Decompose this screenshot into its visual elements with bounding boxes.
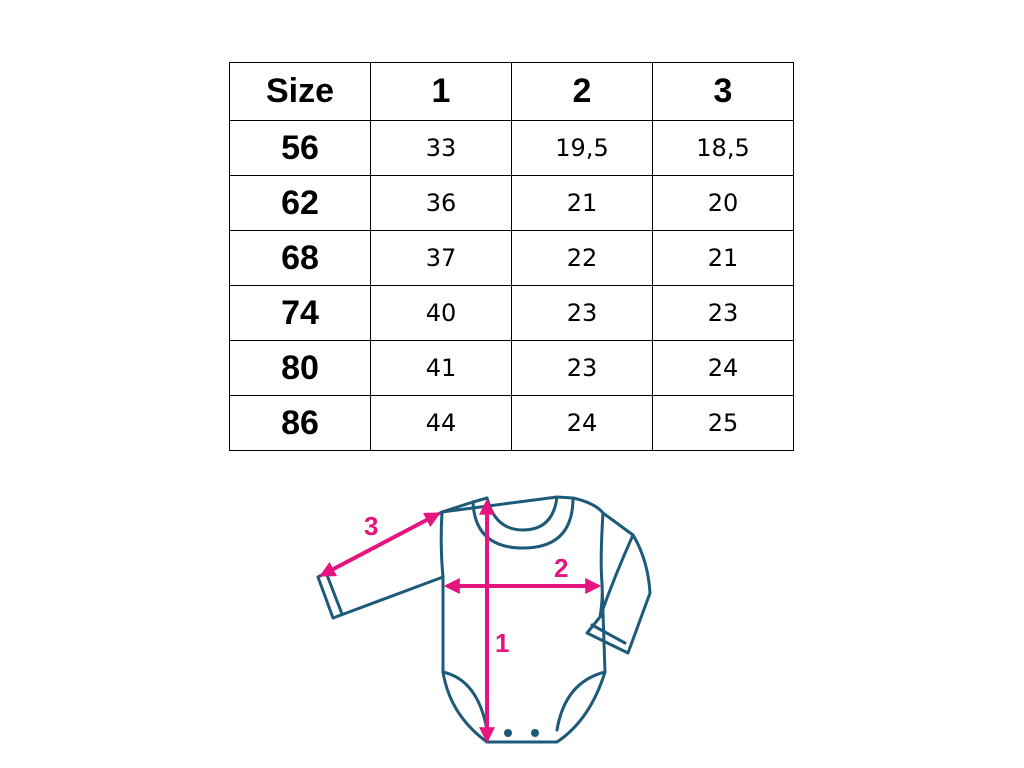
measurement-cell-1: 36 bbox=[370, 175, 512, 231]
measurement-cell-1: 40 bbox=[370, 285, 512, 341]
measurement-cell-1: 41 bbox=[370, 340, 512, 396]
snap-button bbox=[504, 729, 512, 737]
header-row: Size 1 2 3 bbox=[229, 62, 794, 121]
arrow-sleeve bbox=[319, 512, 441, 577]
right-leg-opening bbox=[555, 670, 607, 732]
header-size: Size bbox=[229, 62, 371, 121]
left-cuff bbox=[325, 573, 344, 616]
measurement-cell-2: 22 bbox=[511, 230, 653, 286]
label-chest: 2 bbox=[554, 553, 568, 583]
size-cell: 68 bbox=[229, 230, 371, 286]
measurement-cell-3: 21 bbox=[652, 230, 794, 286]
table-row: 56 33 19,5 18,5 bbox=[229, 120, 794, 176]
table-row: 62 36 21 20 bbox=[229, 175, 794, 231]
measurement-cell-3: 24 bbox=[652, 340, 794, 396]
measurement-cell-2: 24 bbox=[511, 395, 653, 451]
measurement-cell-3: 18,5 bbox=[652, 120, 794, 176]
label-length: 1 bbox=[495, 628, 509, 658]
header-1: 1 bbox=[370, 62, 512, 121]
right-sleeve-seam bbox=[598, 511, 635, 619]
table-row: 86 44 24 25 bbox=[229, 395, 794, 451]
table-row: 74 40 23 23 bbox=[229, 285, 794, 341]
measurement-cell-3: 25 bbox=[652, 395, 794, 451]
table-row: 68 37 22 21 bbox=[229, 230, 794, 286]
snap-button bbox=[531, 729, 539, 737]
measurement-cell-3: 23 bbox=[652, 285, 794, 341]
label-sleeve: 3 bbox=[364, 511, 378, 541]
size-cell: 74 bbox=[229, 285, 371, 341]
body-outline bbox=[439, 495, 652, 744]
size-chart-table: Size 1 2 3 56 33 19,5 18,5 62 36 21 20 68 37 22 21 7… bbox=[229, 62, 794, 451]
measurement-cell-1: 44 bbox=[370, 395, 512, 451]
size-cell: 86 bbox=[229, 395, 371, 451]
measurement-arrows bbox=[319, 498, 602, 744]
neck-outer bbox=[471, 496, 575, 550]
measurement-cell-2: 23 bbox=[511, 285, 653, 341]
measurement-cell-2: 23 bbox=[511, 340, 653, 396]
right-cuff bbox=[590, 623, 627, 645]
measurement-cell-3: 20 bbox=[652, 175, 794, 231]
measurement-cell-1: 37 bbox=[370, 230, 512, 286]
size-cell: 62 bbox=[229, 175, 371, 231]
